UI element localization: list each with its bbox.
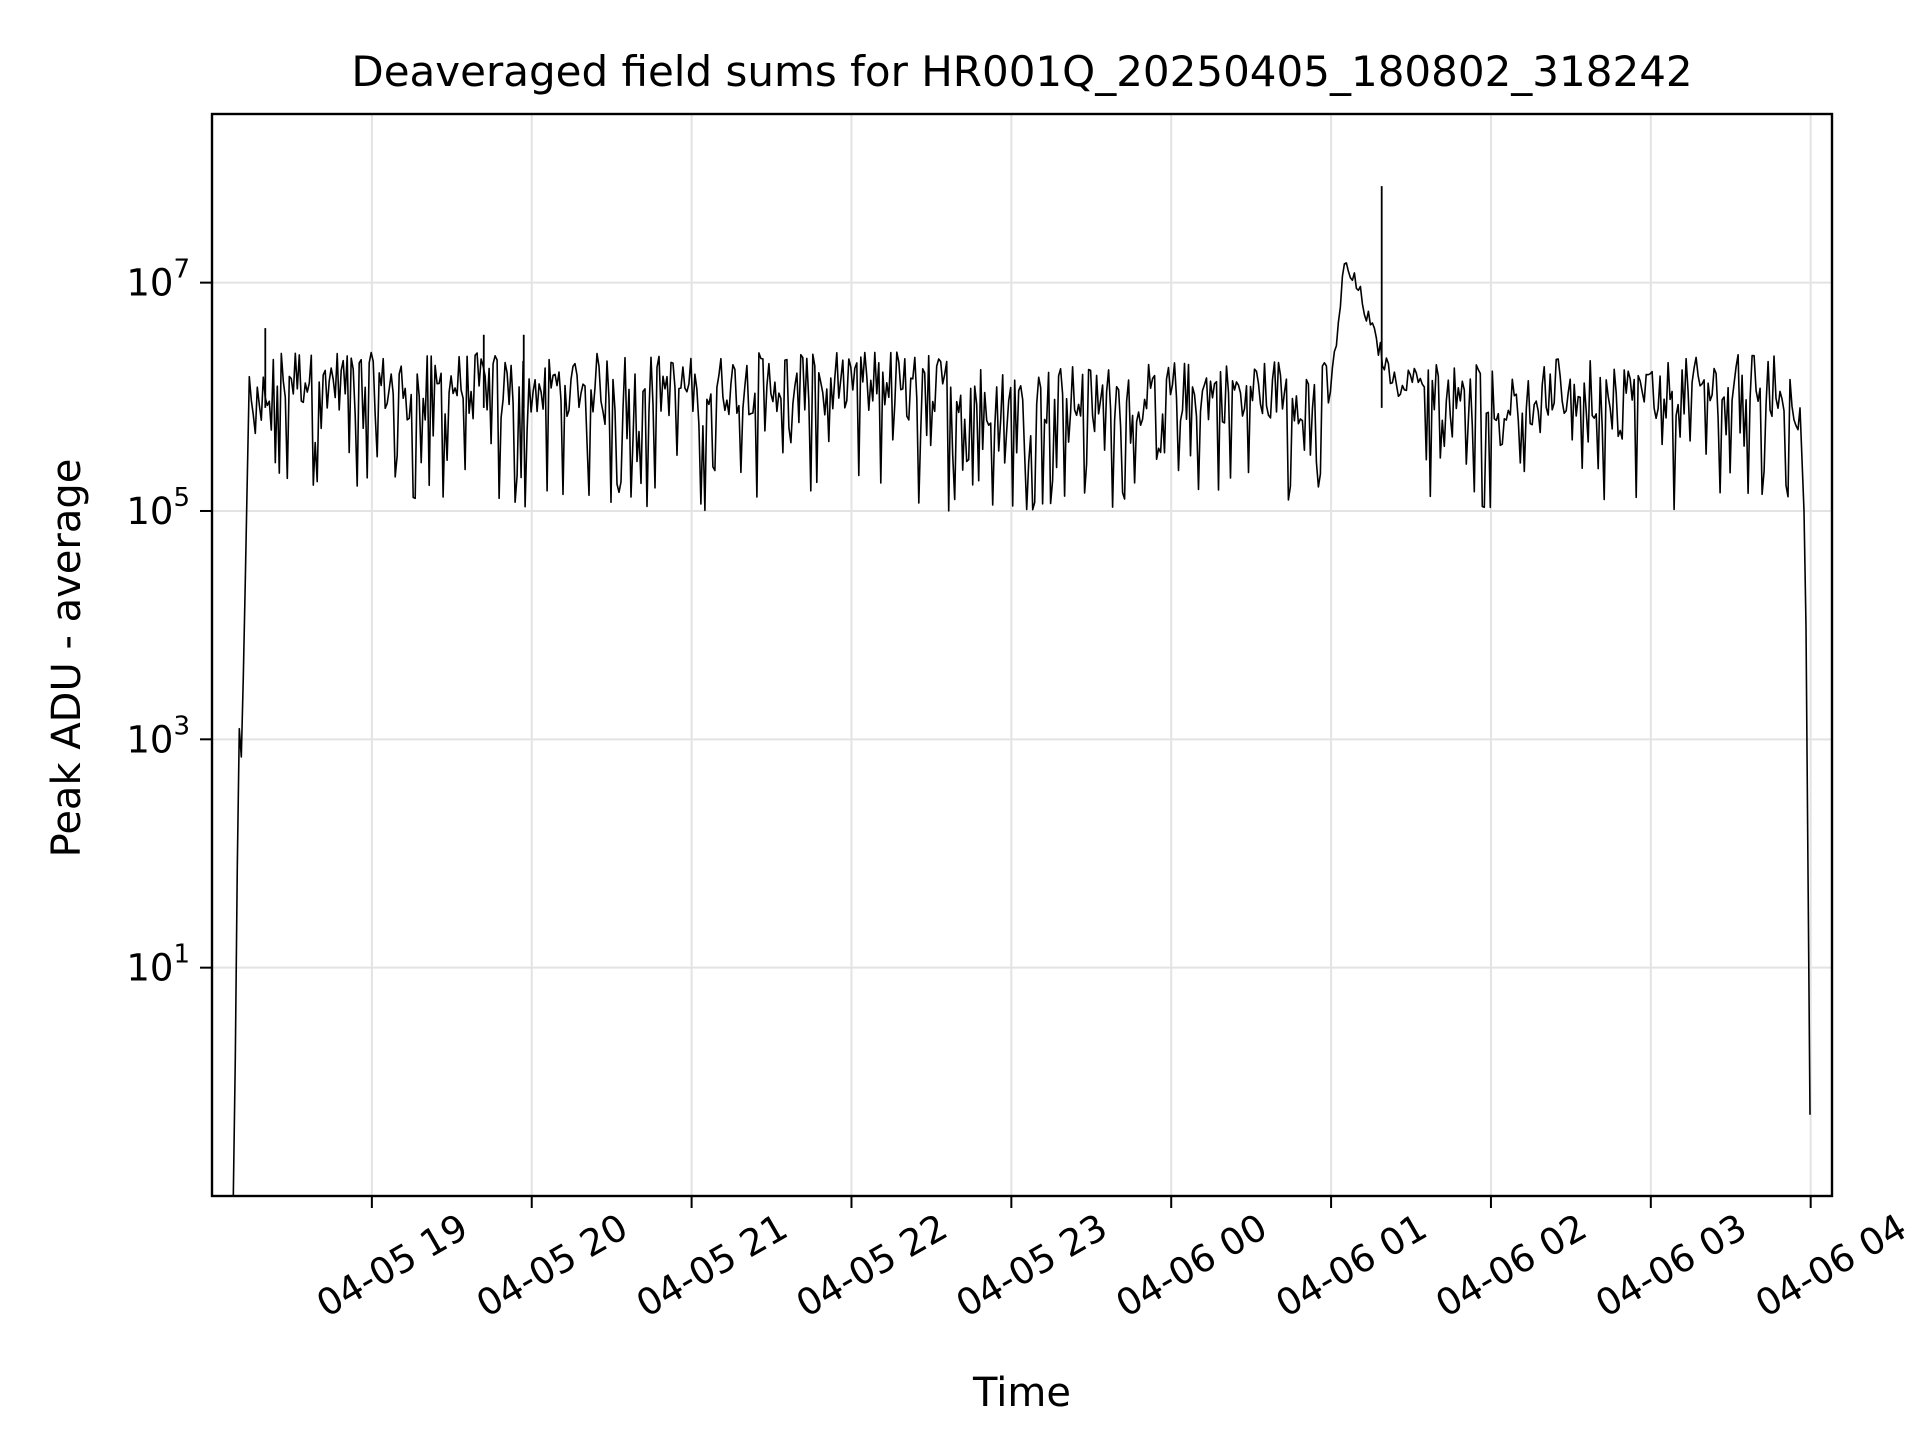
y-axis: 101 103 105 107 — [126, 255, 212, 990]
y-tick-label: 101 — [126, 940, 190, 990]
y-tick-label: 107 — [126, 255, 190, 305]
x-axis-label: Time — [972, 1370, 1071, 1416]
y-axis-label: Peak ADU - average — [44, 459, 90, 858]
plot-area — [232, 186, 1811, 1197]
chart-title: Deaveraged field sums for HR001Q_2025040… — [351, 47, 1692, 96]
y-tick-label: 105 — [126, 483, 190, 533]
grid — [212, 114, 1832, 1196]
series-line — [232, 262, 1811, 1197]
axes-frame — [210, 112, 1834, 1198]
y-tick-label: 103 — [126, 711, 190, 761]
